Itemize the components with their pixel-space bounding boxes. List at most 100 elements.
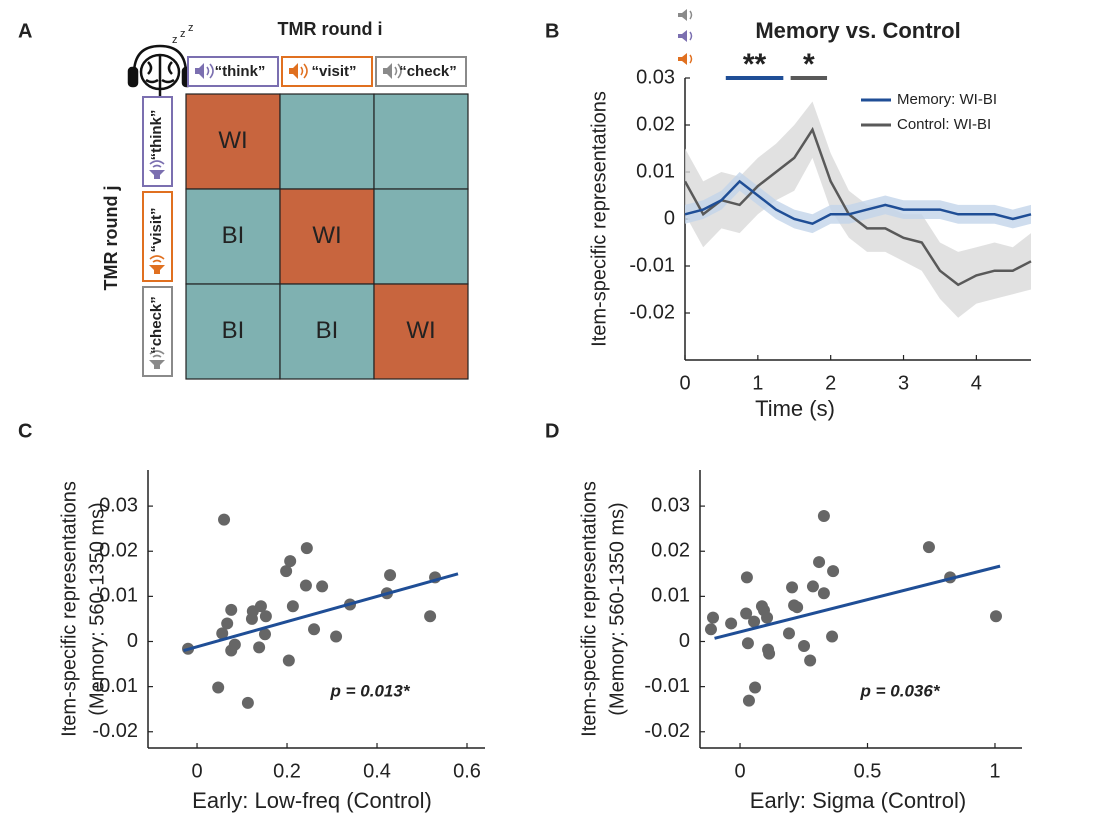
cell-label: WI xyxy=(406,317,435,344)
x-axis-label: Time (s) xyxy=(755,396,835,421)
scatter-point xyxy=(424,610,436,622)
scatter-point xyxy=(242,697,254,709)
scatter-point xyxy=(761,612,773,624)
x-axis-label: Early: Sigma (Control) xyxy=(750,788,966,813)
y-tick-label: 0.01 xyxy=(636,160,675,182)
scatter-point xyxy=(749,682,761,694)
brain-icon: z z z xyxy=(129,22,194,96)
scatter-point xyxy=(301,542,313,554)
scatter-point xyxy=(260,610,272,622)
panel-letter: B xyxy=(545,20,559,42)
scatter-point xyxy=(316,580,328,592)
matrix-cell xyxy=(374,189,468,284)
scatter-point xyxy=(284,555,296,567)
scatter-point xyxy=(818,510,830,522)
y-tick-label: -0.01 xyxy=(629,254,675,276)
panel-letter: D xyxy=(545,420,559,442)
x-tick-label: 1 xyxy=(989,760,1000,782)
scatter-point xyxy=(221,617,233,629)
y-tick-label: -0.02 xyxy=(92,720,138,742)
p-value: p = 0.013* xyxy=(330,681,411,700)
y-tick-label: 0.03 xyxy=(651,494,690,516)
scatter-point xyxy=(743,695,755,707)
scatter-point xyxy=(791,601,803,613)
y-tick-label: 0.02 xyxy=(651,540,690,562)
scatter-point xyxy=(763,648,775,660)
scatter-point xyxy=(783,627,795,639)
y-axis-label: (Memory: 560-1350 ms) xyxy=(606,502,628,715)
scatter-point xyxy=(741,571,753,583)
scatter-point xyxy=(283,654,295,666)
fit-line xyxy=(715,566,1001,638)
matrix-ylabel: TMR round j xyxy=(101,186,121,291)
x-tick-label: 0 xyxy=(679,372,690,394)
x-tick-label: 0.2 xyxy=(273,760,301,782)
scatter-point xyxy=(212,682,224,694)
x-tick-label: 1 xyxy=(752,372,763,394)
x-tick-label: 0 xyxy=(734,760,745,782)
column-header-label: “check” xyxy=(399,63,457,80)
y-axis-label: Item-specific representations xyxy=(588,91,610,347)
chart-title: Memory vs. Control xyxy=(755,18,960,43)
scatter-point xyxy=(218,514,230,526)
scatter-point xyxy=(813,556,825,568)
scatter-point xyxy=(742,637,754,649)
scatter-point xyxy=(786,581,798,593)
scatter-point xyxy=(384,569,396,581)
row-header-label: “think” xyxy=(148,110,165,161)
speaker-icons xyxy=(678,9,692,65)
scatter-point xyxy=(229,639,241,651)
svg-text:z: z xyxy=(172,34,178,46)
scatter-point xyxy=(308,623,320,635)
scatter-point xyxy=(923,541,935,553)
panel-letter: C xyxy=(18,420,32,442)
scatter-point xyxy=(807,580,819,592)
y-axis-label: (Memory: 560-1350 ms) xyxy=(86,502,108,715)
cell-label: BI xyxy=(316,317,339,344)
y-tick-label: -0.01 xyxy=(644,675,690,697)
scatter-point xyxy=(705,623,717,635)
scatter-point xyxy=(253,641,265,653)
row-header-label: “visit” xyxy=(148,207,165,252)
panel-letter: A xyxy=(18,20,32,42)
scatter-point xyxy=(300,580,312,592)
y-axis-label: Item-specific representations xyxy=(58,481,80,737)
scatter-point xyxy=(798,640,810,652)
y-tick-label: 0.03 xyxy=(636,66,675,88)
y-tick-label: 0 xyxy=(679,630,690,652)
significance-label: ** xyxy=(743,48,767,81)
scatter-point xyxy=(818,587,830,599)
y-tick-label: -0.02 xyxy=(644,720,690,742)
cell-label: BI xyxy=(222,222,245,249)
x-tick-label: 0.4 xyxy=(363,760,391,782)
y-tick-label: 0 xyxy=(664,207,675,229)
scatter-point xyxy=(804,654,816,666)
scatter-point xyxy=(707,612,719,624)
scatter-point xyxy=(990,610,1002,622)
x-tick-label: 3 xyxy=(898,372,909,394)
scatter-point xyxy=(826,631,838,643)
svg-text:z: z xyxy=(180,28,186,40)
x-tick-label: 4 xyxy=(971,372,982,394)
y-tick-label: -0.02 xyxy=(629,301,675,323)
matrix-cell xyxy=(374,94,468,189)
x-axis-label: Early: Low-freq (Control) xyxy=(192,788,432,813)
svg-text:z: z xyxy=(188,22,194,34)
column-header-label: “visit” xyxy=(311,63,356,80)
x-tick-label: 0 xyxy=(191,760,202,782)
cell-label: BI xyxy=(222,317,245,344)
cell-label: WI xyxy=(218,127,247,154)
column-header-label: “think” xyxy=(215,63,266,80)
row-header-label: “check” xyxy=(148,296,165,354)
scatter-point xyxy=(725,617,737,629)
y-tick-label: 0 xyxy=(127,630,138,652)
legend-label: Memory: WI-BI xyxy=(897,91,997,108)
significance-label: * xyxy=(803,48,815,81)
scatter-point xyxy=(225,604,237,616)
legend-label: Control: WI-BI xyxy=(897,116,991,133)
matrix-cell xyxy=(280,94,374,189)
matrix-title: TMR round i xyxy=(278,19,383,39)
y-tick-label: 0.01 xyxy=(651,585,690,607)
y-tick-label: 0.02 xyxy=(636,113,675,135)
x-tick-label: 0.5 xyxy=(854,760,882,782)
